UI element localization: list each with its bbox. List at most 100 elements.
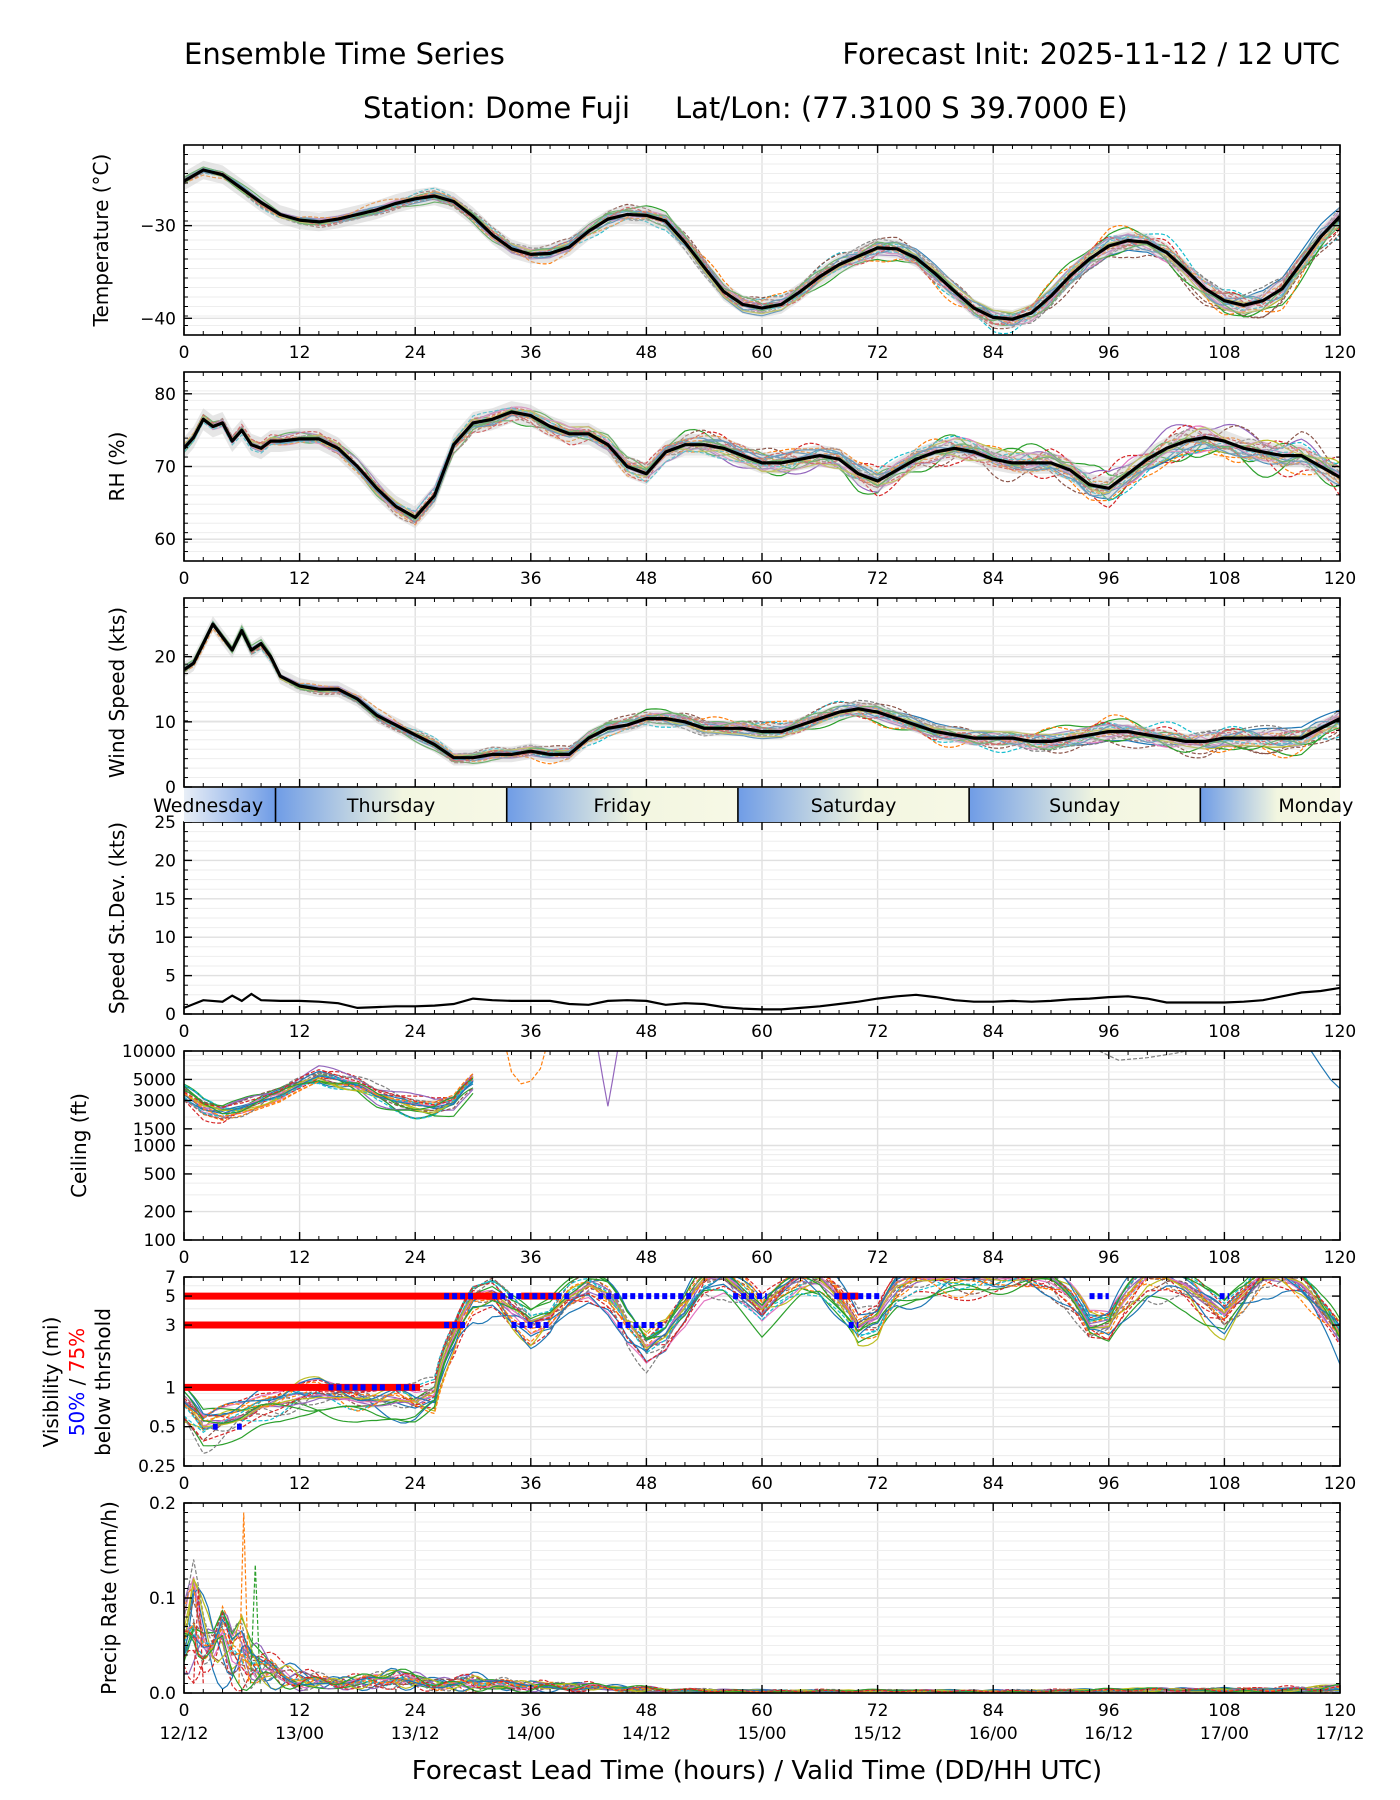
sdev-grid <box>183 821 1341 1015</box>
day-label: Sunday <box>1049 795 1120 817</box>
rh-ytick-label: 60 <box>154 530 176 550</box>
ceiling-plot-area <box>184 1051 1340 1124</box>
vis-ytick-label: 0.25 <box>138 1457 176 1477</box>
rh-mean-line <box>184 410 1340 520</box>
day-label: Saturday <box>811 795 897 817</box>
precip-xtick-label: 84 <box>982 1701 1004 1721</box>
vis-ytick-label: 7 <box>165 1268 176 1288</box>
precip-ytick-label: 0.0 <box>149 1684 176 1704</box>
ceiling-member-segment <box>597 1051 619 1107</box>
vis-xtick-label: 48 <box>636 1474 658 1494</box>
rh-xtick-label: 48 <box>636 569 658 589</box>
vis-ylabel: Visibility (mi) 50% / 75% below thrshold <box>39 1308 115 1456</box>
precip-xtick-label: 36 <box>520 1701 542 1721</box>
temp-xtick-label: 72 <box>867 343 889 363</box>
day-segment <box>1200 788 1340 822</box>
valid-time-label: 13/00 <box>275 1724 324 1744</box>
temp-xtick-label: 48 <box>636 343 658 363</box>
wspd-mean-line <box>184 622 1340 760</box>
vis-member-line <box>184 1277 1340 1423</box>
ceiling-ytick-label: 10000 <box>122 1042 176 1062</box>
day-label: Friday <box>594 795 652 817</box>
vis-xtick-label: 96 <box>1098 1474 1120 1494</box>
temp-member-line <box>184 166 1340 319</box>
ceiling-member-line <box>184 1076 474 1120</box>
vis-plot-area <box>184 1277 1340 1455</box>
sdev-xtick-label: 60 <box>751 1022 773 1042</box>
latlon-label: Lat/Lon: (77.3100 S 39.7000 E) <box>675 91 1128 125</box>
valid-time-label: 16/12 <box>1084 1724 1133 1744</box>
vis-member-line <box>184 1277 1340 1428</box>
vis-panel: 75 3 1 0.5 0.250 12 24 36 48 60 72 84 96 108 120 <box>138 1268 1356 1494</box>
rh-member-line <box>184 407 1340 512</box>
temp-plot-area <box>184 160 1340 335</box>
vis-xtick-label: 108 <box>1208 1474 1240 1494</box>
rh-ytick-label: 70 <box>154 458 176 478</box>
ceiling-xtick-label: 108 <box>1208 1248 1240 1268</box>
precip-peak <box>238 1512 250 1684</box>
vis-ylabel-line2: 50% / 75% <box>65 1328 89 1436</box>
rh-xtick-label: 84 <box>982 569 1004 589</box>
vis-member-line <box>184 1277 1340 1423</box>
temp-xtick-label: 12 <box>289 343 311 363</box>
temp-xtick-label: 84 <box>982 343 1004 363</box>
sdev-ylabel: Speed St.Dev. (kts) <box>105 822 129 1014</box>
ceiling-xtick-label: 84 <box>982 1248 1004 1268</box>
day-label: Wednesday <box>153 795 263 817</box>
sdev-xtick-label: 24 <box>404 1022 426 1042</box>
precip-xtick-label: 96 <box>1098 1701 1120 1721</box>
vis-xtick-label: 12 <box>289 1474 311 1494</box>
vis-ytick-label: 5 <box>165 1287 176 1307</box>
day-segment <box>737 788 970 822</box>
sdev-ytick-label: 25 <box>154 813 176 833</box>
sdev-xtick-label: 36 <box>520 1022 542 1042</box>
rh-xtick-label: 96 <box>1098 569 1120 589</box>
rh-ylabel: RH (%) <box>105 432 129 502</box>
precip-panel: 0.2 0.1 0.00 12/12 12 13/00 24 13/12 36 14/00 48 14… <box>97 1494 1365 1744</box>
precip-peak <box>249 1564 261 1684</box>
ceiling-member-line <box>184 1069 474 1109</box>
temp-ytick-label: −40 <box>140 309 176 329</box>
ceiling-xtick-label: 96 <box>1098 1248 1120 1268</box>
sdev-panel: 0 5 10 15 20 25 0 12 24 36 48 60 72 84 96 108 120 Speed S… <box>105 813 1356 1042</box>
sdev-line <box>184 986 1340 1011</box>
rh-xtick-label: 24 <box>404 569 426 589</box>
valid-time-label: 15/12 <box>853 1724 902 1744</box>
wspd-panel: 0 10 20 Wind Speed (kts) <box>105 597 1341 798</box>
precip-ytick-label: 0.1 <box>149 1589 176 1609</box>
precip-xtick-label: 12 <box>289 1701 311 1721</box>
temp-xtick-label: 60 <box>751 343 773 363</box>
sdev-plot-area <box>184 986 1340 1011</box>
ceiling-ylabel: Ceiling (ft) <box>67 1093 91 1198</box>
temp-xtick-label: 0 <box>179 343 190 363</box>
valid-time-label: 17/12 <box>1316 1724 1365 1744</box>
rh-xtick-label: 108 <box>1208 569 1240 589</box>
sdev-xtick-label: 96 <box>1098 1022 1120 1042</box>
temp-ytick-label: −30 <box>140 217 176 237</box>
vis-xtick-label: 36 <box>520 1474 542 1494</box>
wspd-ytick-label: 0 <box>165 778 176 798</box>
vis-member-line <box>184 1277 1340 1424</box>
ceiling-ytick-label: 1000 <box>133 1137 176 1157</box>
rh-member-line <box>184 413 1340 524</box>
ceiling-xtick-label: 72 <box>867 1248 889 1268</box>
sdev-xtick-label: 108 <box>1208 1022 1240 1042</box>
day-segment <box>275 788 507 822</box>
vis-ytick-label: 3 <box>165 1316 176 1336</box>
temp-member-line <box>184 171 1340 318</box>
temp-mean-line <box>184 168 1340 321</box>
ceiling-xtick-label: 120 <box>1324 1248 1356 1268</box>
wspd-member-line <box>184 623 1340 759</box>
precip-xtick-label: 108 <box>1208 1701 1240 1721</box>
rh-xtick-label: 36 <box>520 569 542 589</box>
sdev-xtick-label: 12 <box>289 1022 311 1042</box>
ceiling-member-line <box>184 1065 474 1109</box>
rh-xtick-label: 72 <box>867 569 889 589</box>
ceiling-ytick-label: 1500 <box>133 1120 176 1140</box>
valid-time-label: 17/00 <box>1200 1724 1249 1744</box>
precip-peak <box>193 1588 204 1684</box>
vis-p75-label: 75% <box>65 1328 89 1372</box>
day-label: Monday <box>1278 795 1353 817</box>
